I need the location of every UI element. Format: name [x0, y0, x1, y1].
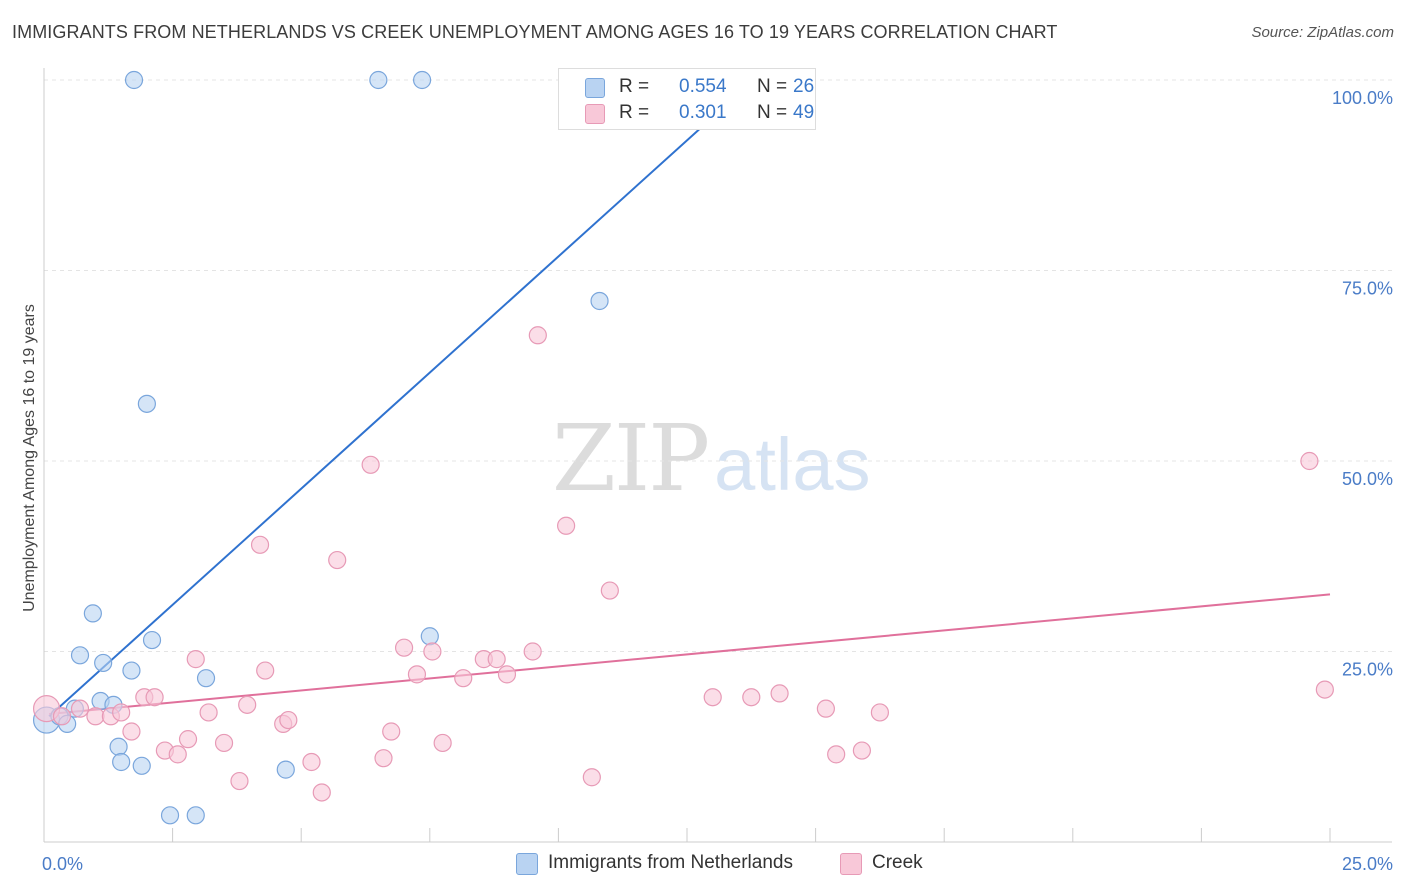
- point-creek: [523, 642, 542, 661]
- legend-swatch-blue: [585, 78, 605, 98]
- point-creek: [557, 516, 576, 535]
- point-creek: [582, 768, 601, 787]
- correlation-legend: R = 0.554 N = 26 R = 0.301 N = 49: [558, 68, 816, 130]
- point-creek: [394, 638, 414, 657]
- series-label-creek: Creek: [872, 852, 923, 873]
- point-netherlands: [276, 760, 295, 779]
- point-netherlands: [369, 70, 388, 90]
- point-creek: [250, 535, 270, 554]
- point-netherlands: [186, 806, 205, 825]
- y-tick-label: 75.0%: [1342, 279, 1393, 299]
- point-creek: [852, 741, 871, 760]
- trend-line-netherlands: [48, 79, 755, 718]
- point-netherlands: [122, 661, 141, 680]
- point-creek: [214, 733, 234, 753]
- point-creek: [497, 665, 517, 684]
- point-creek: [112, 703, 131, 722]
- point-creek: [382, 722, 401, 741]
- source-credit: Source: ZipAtlas.com: [1251, 24, 1394, 41]
- point-creek: [86, 707, 105, 726]
- series-label-netherlands: Immigrants from Netherlands: [548, 852, 793, 873]
- point-netherlands: [124, 70, 144, 90]
- point-creek: [528, 326, 547, 345]
- point-netherlands: [109, 737, 128, 756]
- x-tick-label: 25.0%: [1342, 854, 1393, 874]
- point-creek: [199, 703, 218, 722]
- point-creek: [870, 703, 890, 722]
- point-creek: [178, 730, 198, 749]
- point-netherlands: [160, 806, 180, 825]
- point-netherlands: [132, 756, 151, 775]
- point-netherlands: [137, 394, 156, 413]
- point-creek: [168, 745, 187, 764]
- point-creek: [374, 749, 393, 768]
- point-creek: [328, 550, 347, 570]
- legend-n-label: N =: [757, 76, 788, 97]
- point-creek: [770, 684, 789, 703]
- legend-n-label: N =: [757, 102, 788, 123]
- point-creek: [1315, 680, 1334, 699]
- point-creek: [186, 650, 205, 669]
- data-points: [32, 70, 1334, 825]
- point-netherlands: [94, 653, 113, 673]
- point-creek: [703, 688, 722, 707]
- point-creek: [1300, 451, 1319, 471]
- tick-labels: 25.0% 50.0% 75.0% 100.0% 0.0% 25.0%: [42, 88, 1393, 874]
- point-netherlands: [590, 291, 609, 311]
- point-creek: [827, 745, 846, 764]
- y-tick-label: 100.0%: [1332, 88, 1393, 108]
- point-creek: [122, 722, 141, 741]
- series-swatch-blue: [516, 853, 538, 875]
- trend-lines: [48, 79, 1331, 718]
- point-creek: [423, 642, 442, 661]
- point-creek: [302, 752, 321, 772]
- point-creek: [279, 710, 298, 730]
- y-tick-label: 25.0%: [1342, 660, 1393, 680]
- point-creek: [70, 699, 90, 718]
- legend-r-value: 0.301: [679, 102, 727, 123]
- legend-n-value: 49: [793, 102, 815, 123]
- point-netherlands: [112, 752, 131, 772]
- point-creek: [742, 688, 761, 707]
- point-creek: [361, 455, 380, 474]
- point-creek: [816, 699, 835, 718]
- trend-line-creek: [49, 593, 1331, 715]
- point-creek: [454, 669, 473, 688]
- series-swatch-pink: [840, 853, 862, 875]
- grid-lines: [44, 79, 1392, 652]
- y-axis-label: Unemployment Among Ages 16 to 19 years: [21, 304, 38, 612]
- legend-swatch-pink: [585, 104, 605, 124]
- point-creek: [600, 581, 619, 600]
- legend-r-label: R =: [619, 76, 650, 97]
- point-netherlands: [83, 604, 102, 623]
- point-creek: [433, 733, 452, 753]
- point-creek: [230, 771, 249, 791]
- legend-n-value: 26: [793, 76, 815, 97]
- point-creek: [312, 783, 331, 802]
- point-creek: [407, 665, 427, 684]
- point-creek: [256, 661, 275, 680]
- x-tick-label: 0.0%: [42, 854, 83, 874]
- chart-title: IMMIGRANTS FROM NETHERLANDS VS CREEK UNE…: [12, 22, 1058, 42]
- point-netherlands: [412, 70, 432, 90]
- point-netherlands: [196, 669, 216, 688]
- point-creek: [487, 650, 506, 669]
- point-creek: [145, 688, 164, 707]
- point-netherlands: [142, 630, 162, 650]
- axes: [43, 68, 1392, 843]
- point-creek: [52, 707, 72, 726]
- point-netherlands: [420, 627, 439, 646]
- point-netherlands: [70, 646, 90, 665]
- legend-r-label: R =: [619, 102, 650, 123]
- point-creek: [238, 695, 257, 714]
- y-tick-label: 50.0%: [1342, 469, 1393, 489]
- legend-r-value: 0.554: [679, 76, 727, 97]
